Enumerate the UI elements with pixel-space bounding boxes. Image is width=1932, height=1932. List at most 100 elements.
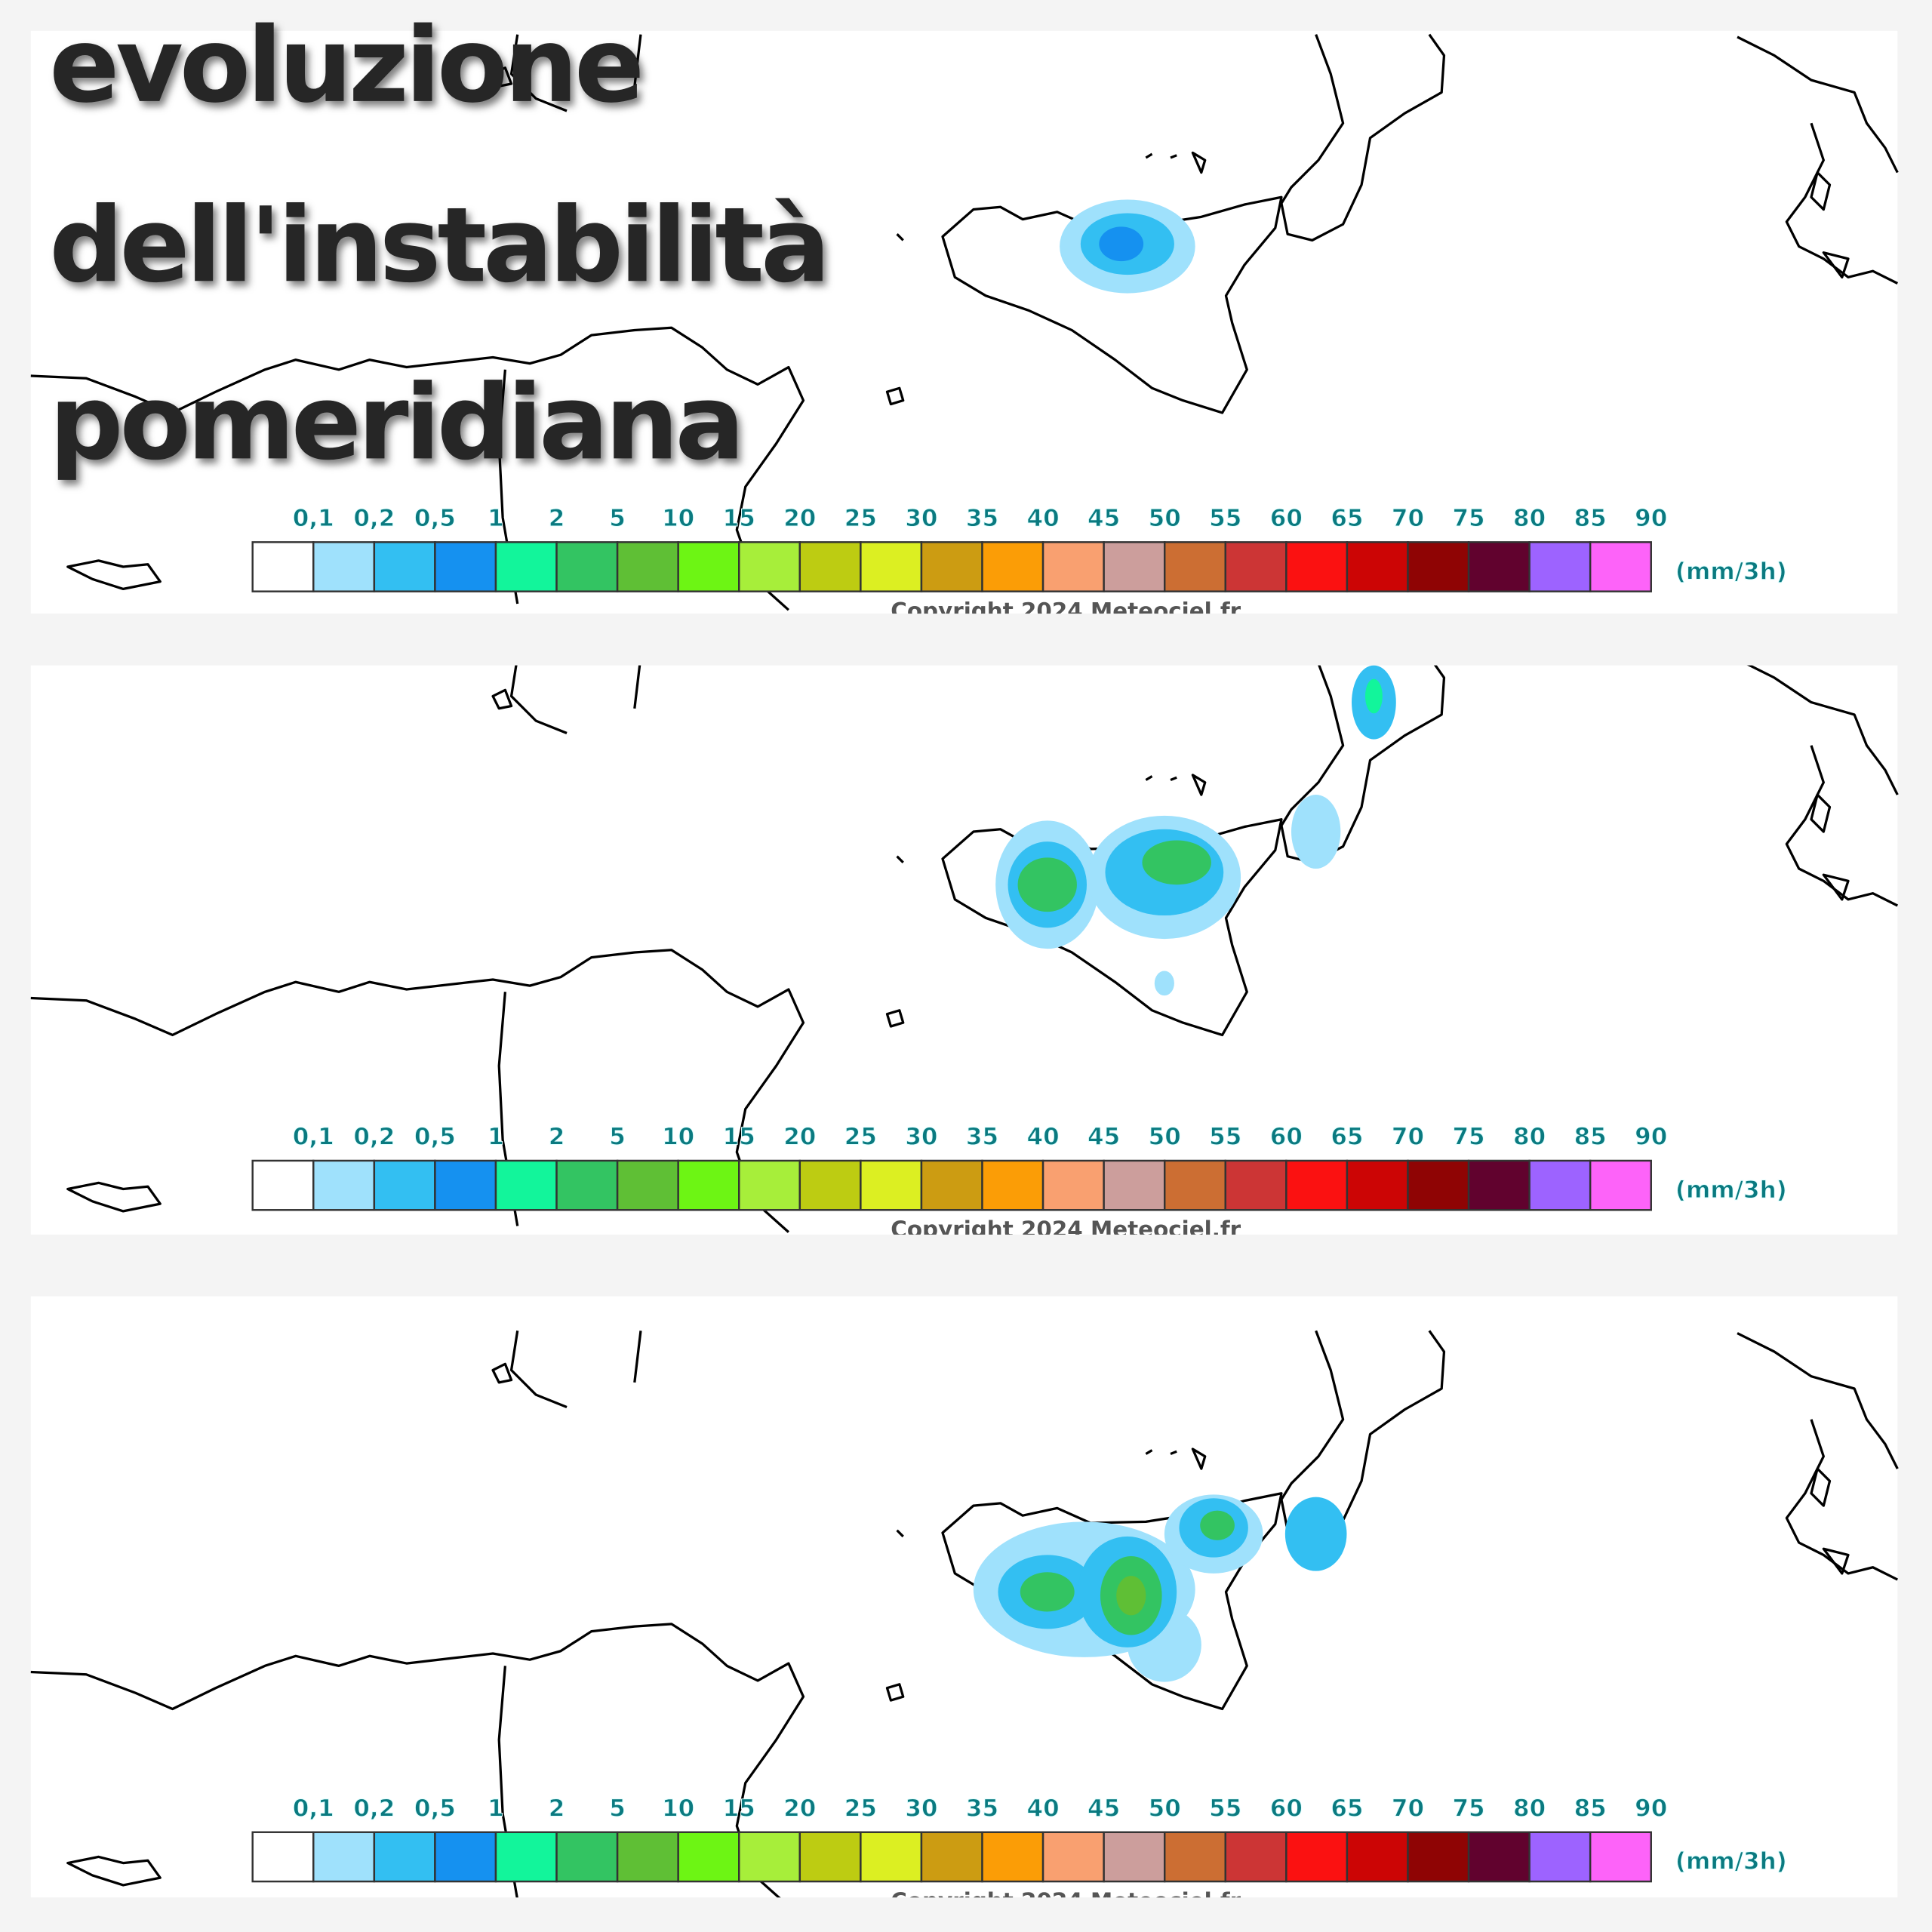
panel-1 [29, 30, 1899, 614]
legend-swatch [738, 541, 801, 592]
title-line: pomeridiana [49, 363, 741, 483]
legend-swatch [920, 1831, 983, 1883]
legend-label: 50 [1149, 1795, 1181, 1823]
legend-label: 60 [1270, 1124, 1303, 1151]
legend-swatch [738, 1159, 801, 1211]
precip [973, 1494, 1347, 1682]
legend-label: 10 [662, 1795, 694, 1823]
legend-swatch [1528, 1831, 1592, 1883]
legend-swatch [1041, 541, 1105, 592]
legend-label: 30 [905, 1795, 937, 1823]
legend-unit: (mm/3h) [1675, 1848, 1787, 1875]
legend-label: 90 [1635, 1124, 1667, 1151]
panel-2 [29, 655, 1899, 1235]
legend-label: 45 [1088, 1124, 1120, 1151]
legend-label: 75 [1452, 1795, 1484, 1823]
legend-swatch [1285, 541, 1349, 592]
legend-swatch [677, 1159, 740, 1211]
title-line: evoluzione [49, 6, 641, 126]
legend-label: 0,5 [414, 1795, 456, 1823]
legend-swatch [616, 1831, 679, 1883]
legend-swatch [373, 1831, 436, 1883]
legend-label: 55 [1209, 505, 1241, 532]
legend-swatch [860, 1159, 923, 1211]
legend-label: 0,2 [353, 1795, 395, 1823]
legend-swatch [920, 541, 983, 592]
legend-swatch [981, 1831, 1044, 1883]
legend-label: 80 [1513, 1124, 1546, 1151]
legend-label: 0,5 [414, 1124, 456, 1151]
legend-label: 20 [783, 505, 816, 532]
legend-swatch [1407, 541, 1470, 592]
legend-unit: (mm/3h) [1675, 558, 1787, 585]
legend-swatch [434, 541, 497, 592]
legend-label: 0,5 [414, 505, 456, 532]
legend-swatch [860, 1831, 923, 1883]
legend-label: 15 [723, 505, 755, 532]
legend-swatch [494, 541, 558, 592]
legend-label: 25 [844, 1124, 877, 1151]
legend-label: 70 [1392, 505, 1424, 532]
legend-label: 0,2 [353, 1124, 395, 1151]
legend-label: 15 [723, 1795, 755, 1823]
legend-swatch [1467, 541, 1531, 592]
legend-label: 5 [609, 1795, 626, 1823]
legend-swatch [1285, 1159, 1349, 1211]
legend-swatch [555, 1159, 619, 1211]
panel-bg [30, 665, 1898, 1235]
legend-swatch [1103, 1159, 1166, 1211]
legend-label: 50 [1149, 1124, 1181, 1151]
legend-swatch [677, 1831, 740, 1883]
legend-swatch [1103, 1831, 1166, 1883]
legend-label: 35 [966, 1124, 998, 1151]
legend-label: 85 [1574, 505, 1607, 532]
legend-swatch [251, 541, 315, 592]
legend-label: 35 [966, 1795, 998, 1823]
legend-swatch [373, 541, 436, 592]
legend-label: 70 [1392, 1124, 1424, 1151]
legend-swatch [798, 1831, 862, 1883]
legend-swatch [1346, 1831, 1409, 1883]
legend-label: 50 [1149, 505, 1181, 532]
legend-label: 40 [1026, 1124, 1059, 1151]
legend-swatch [494, 1831, 558, 1883]
legend-label: 5 [609, 1124, 626, 1151]
legend-label: 40 [1026, 1795, 1059, 1823]
legend-unit: (mm/3h) [1675, 1177, 1787, 1204]
legend-swatch [981, 1159, 1044, 1211]
legend-swatch [312, 1159, 376, 1211]
legend-label: 45 [1088, 505, 1120, 532]
legend-label: 45 [1088, 1795, 1120, 1823]
legend-label: 30 [905, 1124, 937, 1151]
legend-label: 25 [844, 505, 877, 532]
legend-swatch [738, 1831, 801, 1883]
legend-label: 40 [1026, 505, 1059, 532]
legend-label: 2 [549, 505, 565, 532]
legend-swatch [373, 1159, 436, 1211]
legend-swatch [1163, 1159, 1227, 1211]
panel-3 [29, 1296, 1899, 1908]
legend-swatch [1103, 541, 1166, 592]
legend-label: 55 [1209, 1124, 1241, 1151]
panel-bg [30, 1296, 1898, 1898]
legend-swatch [1407, 1159, 1470, 1211]
legend-label: 0,1 [293, 1124, 334, 1151]
legend-swatch [1163, 1831, 1227, 1883]
legend-swatch [677, 541, 740, 592]
legend-label: 75 [1452, 505, 1484, 532]
legend-swatch [312, 1831, 376, 1883]
legend-swatch [1528, 541, 1592, 592]
legend-label: 10 [662, 1124, 694, 1151]
precip [1060, 199, 1195, 294]
legend-swatch [798, 1159, 862, 1211]
legend-swatch [920, 1159, 983, 1211]
legend-swatch [1285, 1831, 1349, 1883]
legend-label: 85 [1574, 1124, 1607, 1151]
legend-swatch [1041, 1831, 1105, 1883]
legend-label: 85 [1574, 1795, 1607, 1823]
legend-label: 0,1 [293, 1795, 334, 1823]
legend-label: 90 [1635, 505, 1667, 532]
legend-label: 80 [1513, 505, 1546, 532]
legend-label: 2 [549, 1795, 565, 1823]
legend-label: 1 [488, 1795, 504, 1823]
